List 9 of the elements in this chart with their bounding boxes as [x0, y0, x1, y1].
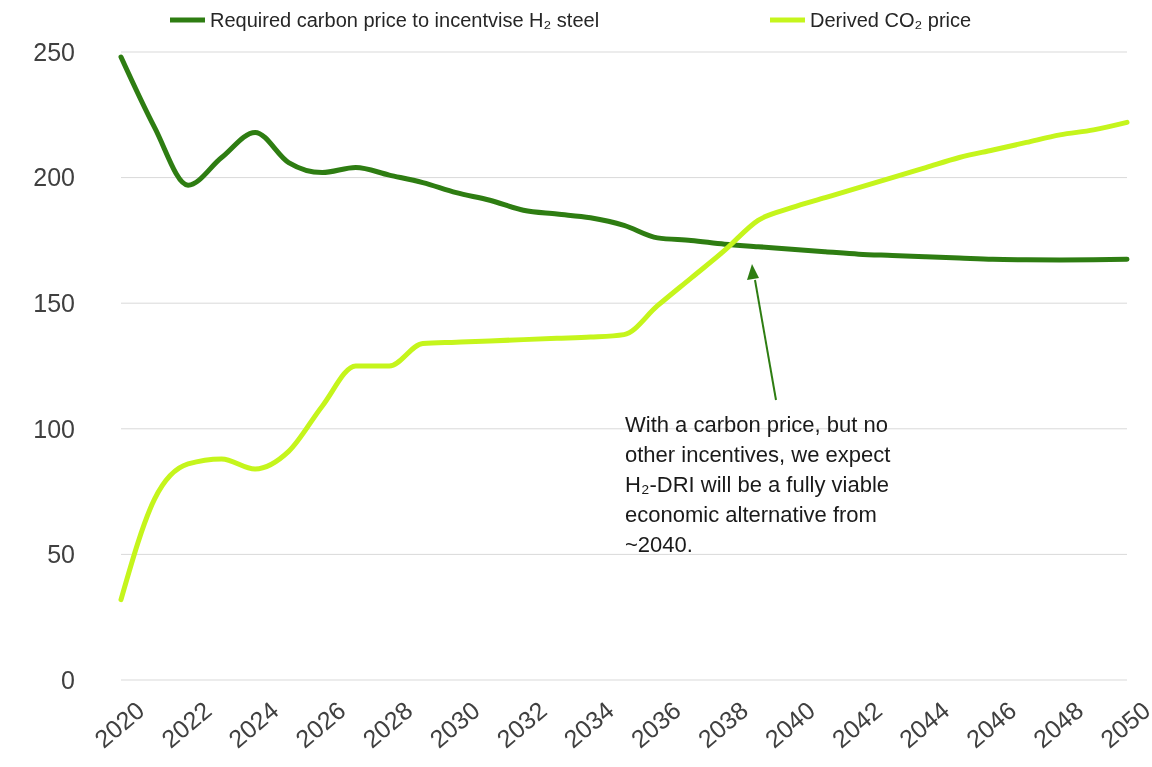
y-tick-label: 0: [61, 665, 75, 694]
legend-label: Derived CO₂ price: [810, 9, 972, 31]
y-tick-label: 100: [33, 414, 75, 443]
y-tick-label: 250: [33, 37, 75, 66]
y-tick-label: 50: [47, 540, 75, 569]
annotation: With a carbon price, but no other incentives, we expect H₂-DRI will be a fully viable economic alternative from ~2040.: [625, 412, 891, 557]
y-tick-label: 200: [33, 163, 75, 192]
y-tick-label: 150: [33, 288, 75, 317]
legend-label: Required carbon price to incentvise H₂ steel: [210, 9, 600, 31]
